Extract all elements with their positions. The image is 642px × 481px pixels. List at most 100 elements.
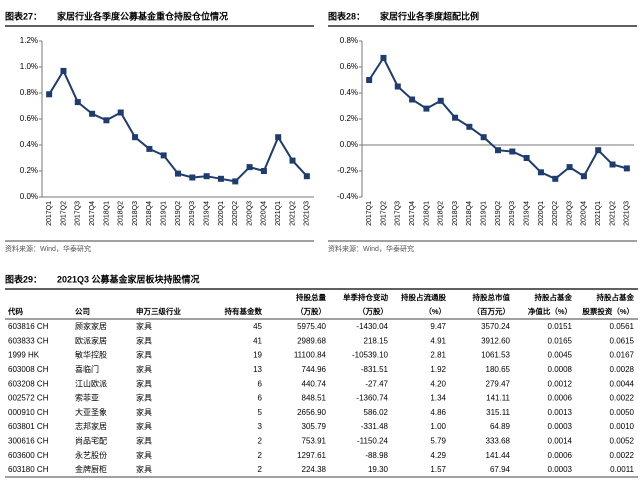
table-cell: 603816 CH — [8, 322, 49, 331]
table-cell: 1.92 — [430, 365, 446, 374]
table-cell: 180.65 — [486, 365, 511, 374]
point — [146, 145, 153, 152]
table-cell: 0.0022 — [610, 394, 635, 403]
point — [394, 83, 401, 90]
table-cell: 0.0045 — [548, 351, 573, 360]
table-cell: 0.0165 — [548, 336, 573, 345]
table-cell: 喜临门 — [75, 364, 99, 374]
table-cell: 家具 — [136, 335, 152, 345]
y-tick-label: 0.6% — [20, 114, 38, 123]
x-tick-label: 2020Q2 — [552, 201, 559, 226]
x-tick-label: 2019Q4 — [523, 201, 530, 226]
table-cell: 志邦家居 — [75, 421, 107, 431]
table-cell: 4.20 — [430, 379, 446, 388]
table-cell: 4.29 — [430, 451, 446, 460]
table-cell: 0.0010 — [610, 422, 635, 431]
header-cell: 持股占基金 — [597, 292, 635, 302]
x-tick-label: 2020Q1 — [218, 201, 225, 226]
y-tick-label: 0.8% — [20, 88, 38, 97]
table-cell: -1430.04 — [356, 322, 388, 331]
point — [366, 77, 373, 83]
table-cell: 0.0022 — [610, 451, 635, 460]
table-cell: -88.98 — [365, 451, 388, 460]
table-cell: 1.57 — [430, 465, 446, 474]
table-cell: 0.0006 — [548, 394, 573, 403]
table-cell: 440.74 — [302, 379, 327, 388]
table-cell: 5975.40 — [297, 322, 326, 331]
table-cell: 家具 — [136, 350, 152, 360]
x-tick-label: 2018Q2 — [118, 201, 125, 226]
header-cell: 持股总市值 — [473, 292, 511, 302]
x-tick-label: 2021Q1 — [595, 201, 602, 226]
table-title: 2021Q3 公募基金家居板块持股情况 — [57, 273, 200, 284]
table-cell: 2 — [258, 451, 263, 460]
table-cell: -10539.10 — [352, 351, 389, 360]
point — [260, 168, 267, 174]
table-cell: 41 — [253, 336, 262, 345]
point — [289, 157, 296, 164]
point — [480, 134, 487, 141]
point — [303, 173, 310, 180]
y-tick-label: -0.4% — [337, 192, 358, 201]
header-cell: 持股占基金 — [535, 292, 573, 302]
y-tick-label: 1.0% — [20, 62, 38, 71]
x-tick-label: 2021Q3 — [624, 201, 631, 226]
table-cell: 141.44 — [486, 451, 511, 460]
table-cell: 5.79 — [430, 437, 446, 446]
table-cell: 家具 — [136, 393, 152, 403]
header-cell: （万股） — [296, 306, 326, 316]
table-cell: 0.0008 — [548, 365, 573, 374]
point — [89, 110, 96, 117]
table-cell: 1061.53 — [481, 351, 510, 360]
table-cell: 0.0151 — [548, 322, 573, 331]
table-cell: 64.89 — [490, 422, 511, 431]
header-cell: 持股总量 — [296, 292, 326, 302]
point — [609, 161, 616, 168]
point — [423, 105, 430, 112]
x-tick-label: 2019Q1 — [481, 201, 488, 226]
x-tick-label: 2020Q3 — [246, 201, 253, 226]
x-tick-label: 2017Q3 — [395, 201, 402, 226]
table-cell: 753.91 — [302, 437, 327, 446]
point — [452, 114, 459, 121]
x-tick-label: 2018Q1 — [103, 201, 110, 226]
point — [103, 117, 110, 124]
table-cell: 19 — [253, 351, 262, 360]
table-cell: 9.47 — [430, 322, 446, 331]
table-cell: 家具 — [136, 464, 152, 474]
series-line — [48, 68, 308, 183]
point — [217, 175, 224, 182]
table-cell: 6 — [258, 379, 263, 388]
table-cell: 315.11 — [486, 408, 510, 417]
point — [466, 123, 473, 130]
table-cell: 0.0167 — [610, 351, 635, 360]
y-tick-label: 0.2% — [20, 166, 38, 175]
point — [117, 109, 124, 116]
figure-label: 图表27： — [5, 10, 42, 21]
point — [552, 175, 559, 182]
point — [46, 91, 53, 98]
x-tick-label: 2018Q4 — [466, 201, 473, 226]
table-cell: 4.86 — [430, 408, 446, 417]
table-cell: 3 — [258, 422, 263, 431]
point — [246, 164, 253, 171]
header-cell: 持股占流通股 — [401, 292, 446, 302]
table-cell: 218.15 — [364, 336, 389, 345]
table-cell: 家具 — [136, 421, 152, 431]
x-tick-label: 2017Q4 — [409, 201, 416, 226]
table-cell: 000910 CH — [8, 408, 49, 417]
x-tick-label: 2018Q4 — [146, 201, 153, 226]
table-cell: 家具 — [136, 321, 152, 331]
x-tick-label: 2020Q4 — [261, 201, 268, 226]
table-cell: 3912.60 — [481, 336, 510, 345]
table-cell: 0.0003 — [548, 422, 573, 431]
table-cell: 0.0028 — [610, 365, 635, 374]
table-cell: 6 — [258, 394, 263, 403]
table-cell: 家具 — [136, 450, 152, 460]
point — [203, 173, 210, 180]
table-cell: 848.51 — [302, 394, 327, 403]
header-cell: 单季持仓变动 — [343, 292, 388, 302]
x-tick-label: 2019Q2 — [495, 201, 502, 226]
table-cell: 0.0052 — [610, 437, 635, 446]
x-tick-label: 2021Q2 — [289, 201, 296, 226]
